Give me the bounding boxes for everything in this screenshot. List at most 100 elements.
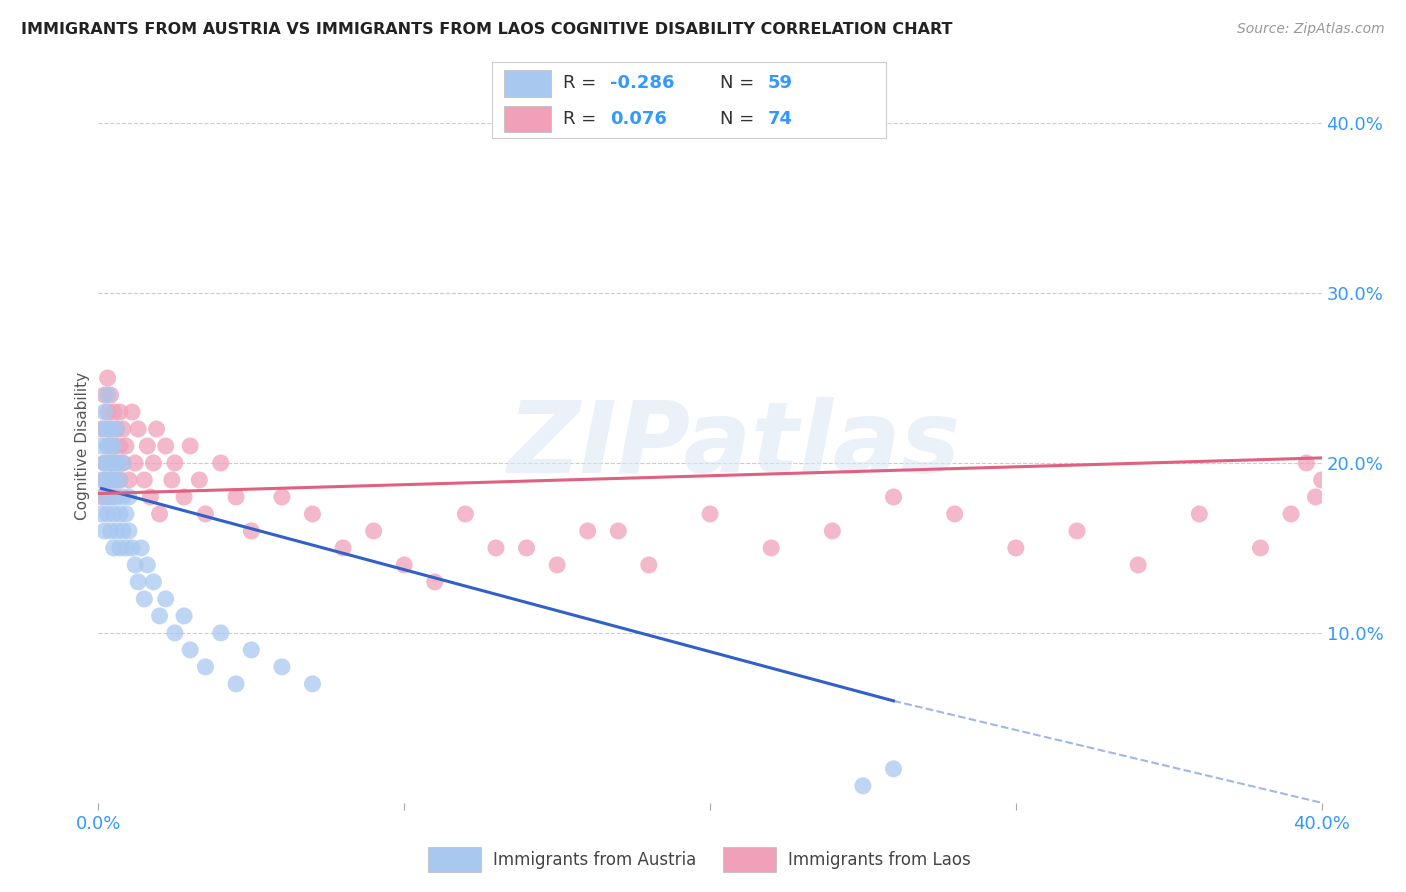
Point — [93, 456, 115, 470]
FancyBboxPatch shape — [723, 847, 776, 872]
Point — [97, 405, 120, 419]
Point — [100, 439, 122, 453]
Point — [270, 660, 292, 674]
Point — [103, 507, 125, 521]
Point — [108, 405, 131, 419]
Text: Immigrants from Laos: Immigrants from Laos — [787, 851, 970, 869]
Point — [1066, 524, 1088, 538]
Point — [637, 558, 661, 572]
Point — [134, 473, 156, 487]
Point — [111, 456, 134, 470]
Point — [883, 762, 905, 776]
Point — [103, 456, 125, 470]
Text: R =: R = — [562, 110, 602, 128]
Point — [943, 507, 966, 521]
Point — [209, 456, 232, 470]
Text: 74: 74 — [768, 110, 793, 128]
Point — [1295, 456, 1317, 470]
Point — [97, 507, 120, 521]
Point — [97, 439, 120, 453]
Point — [392, 558, 416, 572]
Point — [100, 388, 122, 402]
Y-axis label: Cognitive Disability: Cognitive Disability — [75, 372, 90, 520]
Text: 59: 59 — [768, 74, 793, 92]
Point — [105, 456, 128, 470]
Point — [454, 507, 477, 521]
Point — [90, 490, 112, 504]
FancyBboxPatch shape — [427, 847, 481, 872]
Point — [240, 524, 263, 538]
Point — [136, 439, 159, 453]
Point — [485, 541, 508, 555]
Point — [103, 490, 125, 504]
Point — [1128, 558, 1150, 572]
Point — [100, 422, 122, 436]
Point — [100, 490, 122, 504]
Point — [97, 473, 120, 487]
Point — [1310, 473, 1333, 487]
Point — [173, 490, 195, 504]
Point — [363, 524, 385, 538]
Point — [108, 473, 131, 487]
Point — [93, 388, 115, 402]
Point — [97, 439, 120, 453]
Point — [103, 439, 125, 453]
Point — [97, 388, 120, 402]
Point — [115, 541, 138, 555]
Point — [145, 422, 167, 436]
Point — [270, 490, 292, 504]
Point — [93, 524, 115, 538]
Point — [108, 507, 131, 521]
Point — [136, 558, 159, 572]
Point — [97, 422, 120, 436]
Point — [127, 574, 149, 589]
Point — [103, 439, 125, 453]
Point — [100, 422, 122, 436]
Point — [97, 456, 120, 470]
Point — [111, 524, 134, 538]
Point — [194, 660, 217, 674]
Point — [852, 779, 875, 793]
Point — [821, 524, 844, 538]
Point — [108, 439, 131, 453]
Point — [139, 490, 162, 504]
Point — [194, 507, 217, 521]
Point — [332, 541, 354, 555]
Text: Source: ZipAtlas.com: Source: ZipAtlas.com — [1237, 22, 1385, 37]
Point — [129, 541, 152, 555]
Point — [115, 507, 138, 521]
Point — [124, 456, 146, 470]
Point — [163, 626, 186, 640]
Point — [90, 507, 112, 521]
Point — [105, 524, 128, 538]
Point — [759, 541, 782, 555]
Point — [883, 490, 905, 504]
Point — [1249, 541, 1271, 555]
Point — [100, 473, 122, 487]
Point — [209, 626, 232, 640]
Point — [105, 473, 128, 487]
Point — [121, 541, 143, 555]
Point — [105, 490, 128, 504]
Point — [111, 456, 134, 470]
Point — [105, 422, 128, 436]
Point — [121, 405, 143, 419]
Point — [160, 473, 183, 487]
Point — [240, 643, 263, 657]
Point — [423, 574, 446, 589]
Text: Immigrants from Austria: Immigrants from Austria — [492, 851, 696, 869]
Point — [225, 677, 247, 691]
Point — [179, 439, 201, 453]
Point — [607, 524, 630, 538]
Text: ZIPatlas: ZIPatlas — [508, 398, 962, 494]
Point — [163, 456, 186, 470]
Point — [546, 558, 568, 572]
Point — [155, 591, 177, 606]
Point — [103, 541, 125, 555]
Text: R =: R = — [562, 74, 602, 92]
Point — [90, 422, 112, 436]
Point — [90, 439, 112, 453]
Point — [93, 473, 115, 487]
Point — [111, 490, 134, 504]
Point — [301, 507, 323, 521]
